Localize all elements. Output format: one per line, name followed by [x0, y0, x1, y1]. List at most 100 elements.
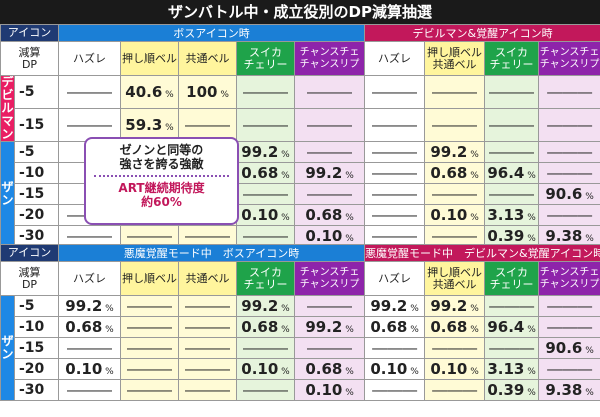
col-oshijun-bell: 押し順ベル	[120, 41, 180, 76]
col-suika-cherry: スイカ チェリー	[236, 41, 296, 76]
side-label-zan2: ザン	[0, 295, 15, 401]
cell-boss: ―――	[120, 225, 180, 247]
cell-devil: ―――	[484, 337, 540, 359]
dp-header: 減算 DP	[0, 41, 60, 76]
cell-boss: ―――	[178, 295, 238, 317]
group-devilman-icon: デビルマン&覚醒アイコン時	[364, 24, 600, 42]
col-hazure-devil-2: ハズレ	[364, 261, 426, 296]
col-bell-devil-2: 押し順ベル 共通ベル	[424, 261, 486, 296]
dp-header-line2: DP	[21, 277, 38, 291]
cell-devil: ―――	[538, 295, 600, 317]
group-akuma-boss: 悪魔覚醒モード中 ボスアイコン時	[58, 244, 366, 262]
cell-boss: ―――	[294, 295, 366, 317]
cell-devil: ―――	[538, 141, 600, 163]
col-suika-devil: スイカ チェリー	[484, 41, 540, 76]
cell-devil: 99.2 %	[424, 141, 486, 163]
dp-value: -5	[13, 295, 60, 317]
cell-boss: 0.10 %	[294, 225, 366, 247]
cell-boss: ―――	[120, 379, 180, 401]
callout-line4: 約60%	[141, 195, 182, 209]
col-suika-devil-2: スイカ チェリー	[484, 261, 540, 296]
cell-boss: 40.6 %	[120, 75, 180, 109]
col-oshijun-bell-2: 押し順ベル	[120, 261, 180, 296]
cell-devil: ―――	[538, 162, 600, 184]
table-row: -15 ――― 59.3 % ――― ――― ――― ――― ――― ――― ―――	[1, 108, 600, 142]
cell-devil: ―――	[484, 295, 540, 317]
dp-value: -5	[13, 141, 60, 163]
col-suika-cherry-2: スイカ チェリー	[236, 261, 296, 296]
cell-devil: 90.6 %	[538, 183, 600, 205]
dp-header-line1: 減算	[18, 45, 41, 59]
cell-boss: 99.2 %	[58, 295, 122, 317]
cell-boss: 0.10 %	[294, 379, 366, 401]
cell-boss: ―――	[294, 183, 366, 205]
cell-devil: 96.4 %	[484, 316, 540, 338]
cell-devil: ―――	[424, 183, 486, 205]
table-row: ザン -5 99.2 % ――― ――― 99.2 % ――― 99.2 % 99.2 % ―――…	[0, 295, 600, 401]
col-hazure-2: ハズレ	[58, 261, 122, 296]
cell-devil: ―――	[364, 108, 426, 142]
cell-boss: ―――	[236, 183, 296, 205]
cell-boss: ―――	[294, 75, 366, 109]
dp-value: -20	[13, 358, 60, 380]
callout-line1: ゼノンと同等の	[119, 143, 204, 157]
side-label-devilman: デビルマン	[0, 75, 15, 142]
col-chance-devil-2: チャンスチェ チャンスリプ	[538, 261, 600, 296]
cell-boss: ―――	[178, 337, 238, 359]
cell-devil: ―――	[538, 204, 600, 226]
cell-boss: 99.2 %	[294, 316, 366, 338]
cell-devil: 0.10 %	[424, 358, 486, 380]
col-kyotsu-bell-2: 共通ベル	[178, 261, 238, 296]
cell-boss: ―――	[58, 75, 122, 109]
col-hazure: ハズレ	[58, 41, 122, 76]
dp-value: -20	[13, 204, 60, 226]
table-row: -20 0.10 % ――― ――― 0.10 % 0.68 % 0.10 % 0.10 % 3…	[1, 358, 600, 380]
table-row: -30 ――― ――― ――― ――― 0.10 % ――― ――― 0.39 % 9.38 %	[1, 225, 600, 247]
cell-boss: ―――	[294, 337, 366, 359]
table-row: デビルマン -5 ――― 40.6 % 100 % ――― ――― ――― ――― ――― ―――	[0, 75, 600, 142]
group-boss-icon: ボスアイコン時	[58, 24, 366, 42]
cell-devil: ―――	[364, 379, 426, 401]
cell-devil: 99.2 %	[364, 295, 426, 317]
cell-boss: ―――	[236, 379, 296, 401]
col-bell-devil: 押し順ベル 共通ベル	[424, 41, 486, 76]
dp-value: -15	[13, 108, 60, 142]
cell-boss: ―――	[120, 358, 180, 380]
col-chance-devil: チャンスチェ チャンスリプ	[538, 41, 600, 76]
cell-devil: ―――	[484, 183, 540, 205]
col-hazure-devil: ハズレ	[364, 41, 426, 76]
cell-devil: ―――	[424, 75, 486, 109]
cell-boss: 0.10 %	[58, 358, 122, 380]
dp-table-akuma: アイコン 悪魔覚醒モード中 ボスアイコン時 悪魔覚醒モード中 デビルマン&覚醒ア…	[0, 244, 600, 401]
dp-value: -30	[13, 379, 60, 401]
dp-header-2: 減算 DP	[0, 261, 60, 296]
callout-divider	[94, 175, 229, 177]
col-chance: チャンスチェ チャンスリプ	[294, 41, 366, 76]
dp-header-line1: 減算	[18, 265, 41, 279]
cell-devil: 0.68 %	[424, 162, 486, 184]
cell-devil: 3.13 %	[484, 204, 540, 226]
cell-boss: ―――	[294, 108, 366, 142]
cell-devil: ―――	[538, 108, 600, 142]
cell-devil: ―――	[364, 75, 426, 109]
cell-devil: ―――	[364, 183, 426, 205]
cell-boss: ―――	[120, 337, 180, 359]
cell-devil: ―――	[424, 225, 486, 247]
cell-boss: 0.68 %	[294, 204, 366, 226]
cell-devil: 90.6 %	[538, 337, 600, 359]
side-label-zan: ザン	[0, 141, 15, 247]
col-chance-2: チャンスチェ チャンスリプ	[294, 261, 366, 296]
cell-devil: ―――	[424, 108, 486, 142]
cell-boss: 0.68 %	[58, 316, 122, 338]
cell-boss: 0.68 %	[236, 316, 296, 338]
callout-box: ゼノンと同等の 強さを誇る強敵 ART継続期待度 約60%	[84, 137, 239, 225]
cell-devil: ―――	[424, 337, 486, 359]
cell-boss: 99.2 %	[236, 141, 296, 163]
dp-value: -10	[13, 316, 60, 338]
group-akuma-devil: 悪魔覚醒モード中 デビルマン&覚醒アイコン時	[364, 244, 600, 262]
dp-value: -15	[13, 337, 60, 359]
cell-boss: 100 %	[178, 75, 238, 109]
dp-value: -15	[13, 183, 60, 205]
cell-devil: ―――	[364, 337, 426, 359]
icon-label: アイコン	[0, 24, 60, 42]
